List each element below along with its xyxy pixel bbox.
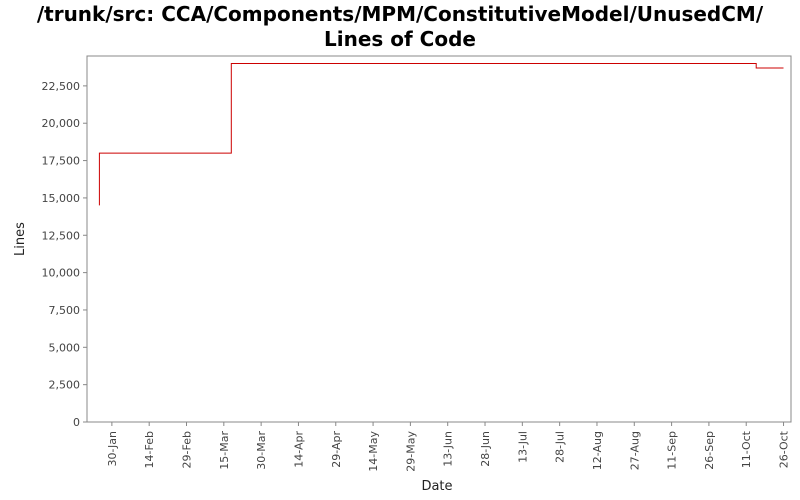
y-tick-label: 10,000	[42, 267, 81, 280]
x-tick-label: 27-Aug	[628, 431, 641, 470]
y-tick-label: 15,000	[42, 192, 81, 205]
x-axis-label: Date	[421, 479, 452, 494]
y-tick-label: 20,000	[42, 117, 81, 130]
x-tick-label: 26-Sep	[703, 431, 716, 470]
y-tick-label: 22,500	[42, 80, 81, 93]
x-tick-label: 14-Apr	[292, 431, 305, 468]
x-tick-label: 14-Feb	[143, 431, 156, 468]
x-tick-label: 28-Jun	[479, 431, 492, 467]
x-tick-label: 26-Oct	[778, 430, 791, 468]
chart-title-line-1: /trunk/src: CCA/Components/MPM/Constitut…	[36, 2, 764, 26]
y-axis: 0 2,500 5,000 7,500 10,000 12,500 15,000 17,500…	[42, 80, 87, 429]
series-line	[98, 63, 784, 206]
y-tick-label: 5,000	[49, 341, 81, 354]
chart-title-line-2: Lines of Code	[324, 27, 476, 51]
x-tick-label: 11-Sep	[666, 431, 679, 470]
plot-area	[86, 55, 792, 423]
y-tick-label: 0	[73, 416, 80, 429]
y-tick-label: 12,500	[42, 229, 81, 242]
y-tick-label: 7,500	[49, 304, 81, 317]
x-tick-label: 14-May	[367, 431, 380, 472]
y-axis-label: Lines	[13, 222, 28, 256]
x-tick-label: 29-Apr	[330, 431, 343, 468]
x-tick-label: 13-Jul	[516, 431, 529, 463]
series-layer	[98, 63, 784, 206]
x-tick-label: 11-Oct	[740, 430, 753, 468]
y-tick-label: 17,500	[42, 155, 81, 168]
x-tick-label: 28-Jul	[554, 431, 567, 463]
y-tick-label: 2,500	[49, 379, 81, 392]
x-tick-label: 15-Mar	[218, 431, 231, 470]
x-tick-label: 30-Mar	[255, 431, 268, 470]
x-tick-label: 29-Feb	[181, 431, 194, 468]
x-tick-label: 13-Jun	[442, 431, 455, 467]
x-axis: 30-Jan 14-Feb 29-Feb 15-Mar 30-Mar 14-Apr 29-A…	[106, 422, 791, 472]
x-tick-label: 30-Jan	[106, 431, 119, 467]
x-tick-label: 12-Aug	[591, 431, 604, 470]
x-tick-label: 29-May	[404, 431, 417, 472]
chart-title: /trunk/src: CCA/Components/MPM/Constitut…	[0, 2, 800, 52]
